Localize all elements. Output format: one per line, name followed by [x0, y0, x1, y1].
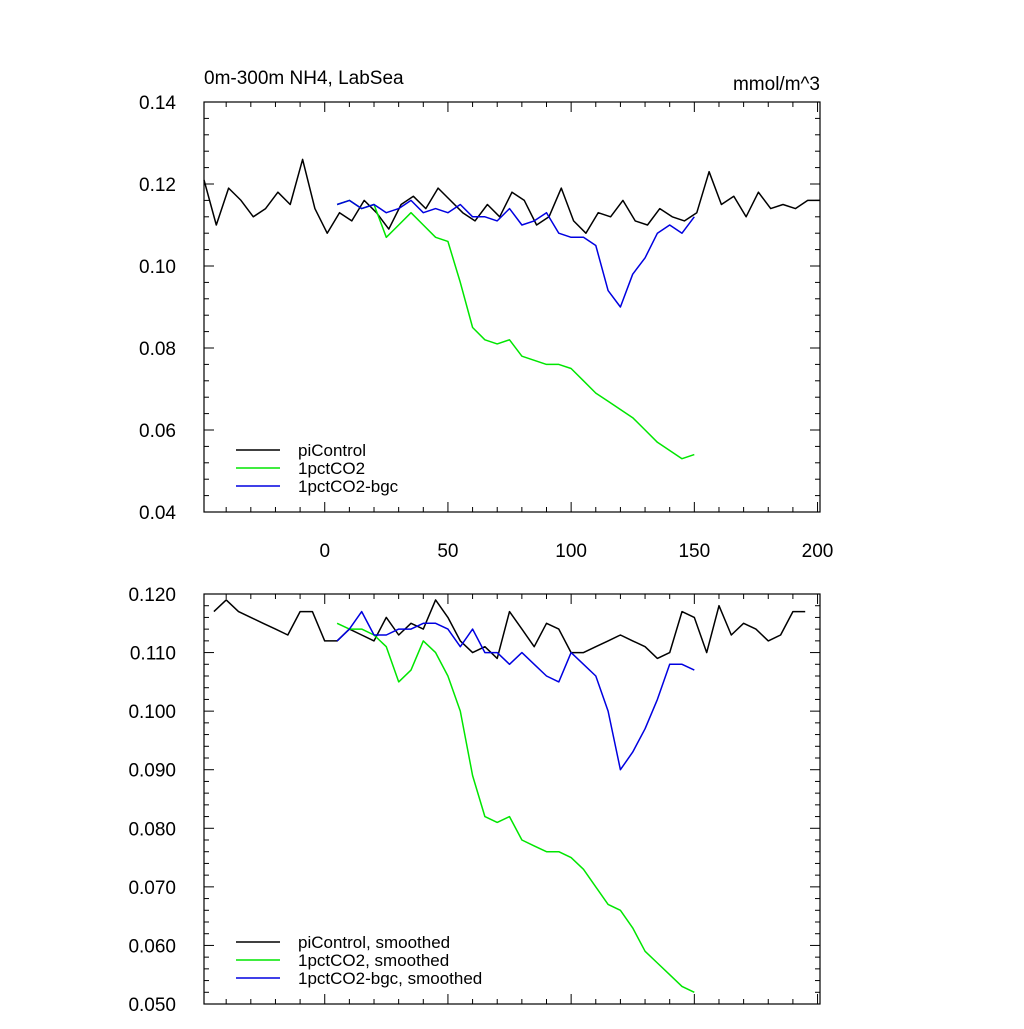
bottom-legend-label: 1pctCO2-bgc, smoothed: [298, 969, 482, 988]
bottom-series-line-3: [336, 610, 695, 771]
bottom-plot-frame: [203, 593, 821, 1005]
bottom-panel: 0.050 0.060 0.070 0.080 0.090 0.100 0.110 0.120…: [128, 585, 821, 1016]
top-x-tick-label: 50: [437, 541, 458, 562]
top-y-tick-label: 0.14: [139, 93, 176, 114]
top-series-line-2: [336, 199, 695, 460]
bottom-y-tick-label: 0.070: [128, 878, 176, 899]
top-legend-label: 1pctCO2: [298, 459, 365, 478]
top-legend-label: 1pctCO2-bgc: [298, 477, 399, 496]
bottom-series-line-1: [213, 599, 806, 660]
top-series-line-1: [203, 158, 820, 234]
bottom-y-tick-label: 0.080: [128, 819, 176, 840]
top-y-tick-label: 0.10: [139, 257, 176, 278]
top-series-group: [203, 158, 820, 460]
top-chart-units: mmol/m^3: [733, 74, 820, 95]
top-x-tick-label: 200: [802, 541, 834, 562]
top-y-tick-label: 0.08: [139, 339, 176, 360]
top-y-tick-label: 0.04: [139, 503, 176, 524]
bottom-series-group: [213, 599, 806, 993]
top-x-tick-label: 150: [678, 541, 710, 562]
bottom-series-line-2: [336, 622, 695, 993]
top-chart-title: 0m-300m NH4, LabSea: [204, 68, 404, 89]
top-series-line-3: [336, 199, 695, 308]
bottom-y-tick-label: 0.050: [128, 995, 176, 1016]
top-axes: 0 50 100 150 200 0.04 0.06 0.08 0.10 0.12 0.14: [139, 93, 833, 562]
bottom-legend-label: piControl, smoothed: [298, 933, 450, 952]
bottom-axes: 0.050 0.060 0.070 0.080 0.090 0.100 0.110 0.120: [128, 585, 820, 1016]
top-panel: 0m-300m NH4, LabSea mmol/m^3 0 50 100 150 20…: [139, 68, 833, 562]
bottom-y-tick-label: 0.110: [130, 644, 176, 665]
top-x-tick-label: 0: [319, 541, 330, 562]
bottom-legend-label: 1pctCO2, smoothed: [298, 951, 449, 970]
bottom-y-tick-label: 0.100: [128, 702, 176, 723]
top-y-tick-label: 0.12: [139, 175, 176, 196]
top-legend-label: piControl: [298, 441, 366, 460]
bottom-y-tick-label: 0.090: [128, 761, 176, 782]
bottom-y-tick-label: 0.120: [128, 585, 176, 606]
top-x-tick-label: 100: [555, 541, 587, 562]
top-plot-frame: [203, 101, 821, 513]
top-y-tick-label: 0.06: [139, 421, 176, 442]
bottom-y-tick-label: 0.060: [128, 936, 176, 957]
